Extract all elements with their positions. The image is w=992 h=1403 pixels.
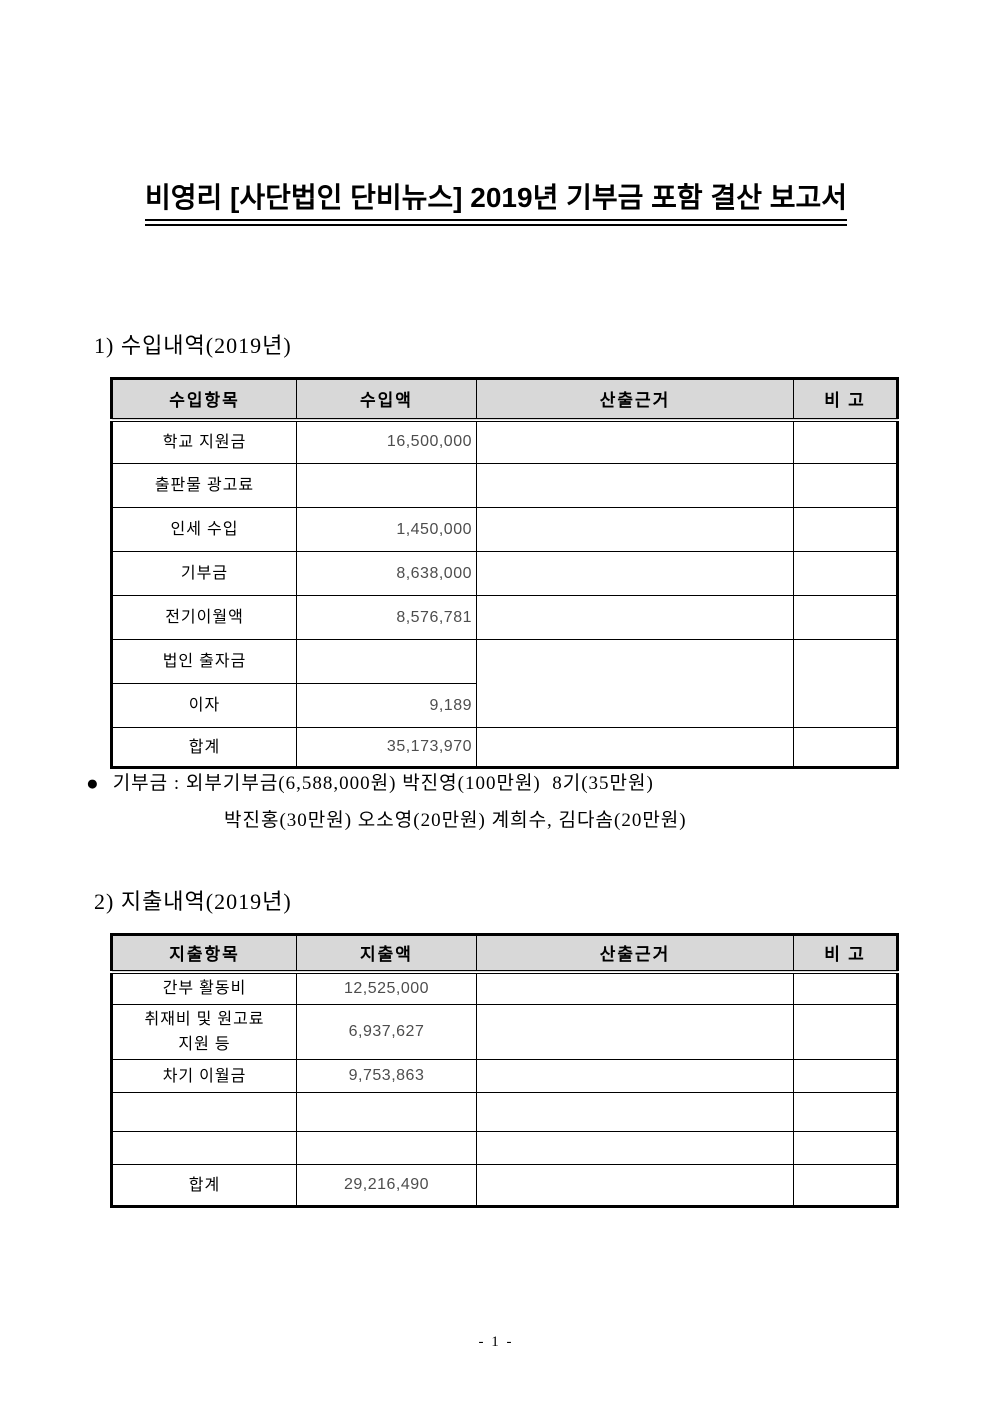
basis-cell xyxy=(476,419,794,464)
table-row: 간부 활동비 12,525,000 xyxy=(111,971,898,1005)
column-header: 비 고 xyxy=(793,378,898,422)
note-cell xyxy=(793,419,898,464)
note-cell xyxy=(793,971,898,1005)
income-table-body: 학교 지원금 16,500,000 출판물 광고료 인세 수입 1,450,000 기부금… xyxy=(111,419,898,768)
basis-cell xyxy=(476,971,794,1005)
amount-cell: 35,173,970 xyxy=(296,727,477,768)
item-cell: 취재비 및 원고료 지원 등 xyxy=(111,1004,297,1060)
column-header: 수입액 xyxy=(296,378,477,422)
basis-cell xyxy=(476,551,794,596)
column-header: 지출항목 xyxy=(111,934,297,974)
note-cell xyxy=(793,639,898,728)
table-row: 이자 9,189 xyxy=(111,683,898,728)
basis-cell xyxy=(476,463,794,508)
income-table-header: 수입항목 수입액 산출근거 비 고 xyxy=(111,378,898,422)
item-cell: 차기 이월금 xyxy=(111,1059,297,1093)
table-row: 출판물 광고료 xyxy=(111,463,898,508)
header-row: 지출항목 지출액 산출근거 비 고 xyxy=(111,934,898,974)
donation-note-line1: 기부금 : 외부기부금(6,588,000원) 박진영(100만원) 8기(35… xyxy=(112,773,654,794)
amount-cell xyxy=(296,463,477,508)
column-header: 산출근거 xyxy=(476,378,794,422)
note-cell xyxy=(793,727,898,768)
expense-table-body: 간부 활동비 12,525,000 취재비 및 원고료 지원 등 6,937,627 차기… xyxy=(111,971,898,1207)
note-cell xyxy=(793,1004,898,1060)
amount-cell: 16,500,000 xyxy=(296,419,477,464)
expense-table: 지출항목 지출액 산출근거 비 고 간부 활동비 12,525,000 취재비 및 원고료… xyxy=(110,933,899,1208)
table-row: 합계 35,173,970 xyxy=(111,727,898,768)
amount-cell: 6,937,627 xyxy=(296,1004,477,1060)
document-title: 비영리 [사단법인 단비뉴스] 2019년 기부금 포함 결산 보고서 xyxy=(144,176,848,226)
item-cell: 간부 활동비 xyxy=(111,971,297,1005)
item-cell: 이자 xyxy=(111,683,297,728)
title-row: 비영리 [사단법인 단비뉴스] 2019년 기부금 포함 결산 보고서 xyxy=(0,176,992,226)
table-row: 기부금 8,638,000 xyxy=(111,551,898,596)
amount-cell: 12,525,000 xyxy=(296,971,477,1005)
table-row: 인세 수입 1,450,000 xyxy=(111,507,898,552)
amount-cell: 29,216,490 xyxy=(296,1164,477,1207)
amount-cell xyxy=(296,1092,477,1132)
column-header: 산출근거 xyxy=(476,934,794,974)
table-row: 학교 지원금 16,500,000 xyxy=(111,419,898,464)
amount-cell: 9,189 xyxy=(296,683,477,728)
expense-table-header: 지출항목 지출액 산출근거 비 고 xyxy=(111,934,898,974)
basis-cell xyxy=(476,727,794,768)
table-row: 취재비 및 원고료 지원 등 6,937,627 xyxy=(111,1004,898,1060)
item-cell: 전기이월액 xyxy=(111,595,297,640)
note-cell xyxy=(793,1092,898,1132)
donation-note-line1-row: ● 기부금 : 외부기부금(6,588,000원) 박진영(100만원) 8기(3… xyxy=(86,770,687,797)
item-cell: 인세 수입 xyxy=(111,507,297,552)
amount-cell xyxy=(296,639,477,684)
item-cell: 출판물 광고료 xyxy=(111,463,297,508)
header-row: 수입항목 수입액 산출근거 비 고 xyxy=(111,378,898,422)
basis-cell xyxy=(476,1004,794,1060)
table-row xyxy=(111,1092,898,1132)
note-cell xyxy=(793,1131,898,1165)
note-cell xyxy=(793,595,898,640)
item-cell: 학교 지원금 xyxy=(111,419,297,464)
basis-cell xyxy=(476,507,794,552)
note-cell xyxy=(793,1059,898,1093)
expense-section-heading: 2) 지출내역(2019년) xyxy=(94,889,292,914)
item-cell: 합계 xyxy=(111,727,297,768)
item-cell xyxy=(111,1092,297,1132)
column-header: 비 고 xyxy=(793,934,898,974)
donation-note-line2: 박진홍(30만원) 오소영(20만원) 계희수, 김다솜(20만원) xyxy=(224,810,687,831)
note-cell xyxy=(793,463,898,508)
table-row: 법인 출자금 xyxy=(111,639,898,728)
note-cell xyxy=(793,551,898,596)
item-cell: 법인 출자금 xyxy=(111,639,297,684)
amount-cell: 8,576,781 xyxy=(296,595,477,640)
basis-cell xyxy=(476,1092,794,1132)
basis-cell xyxy=(476,1164,794,1207)
table-row: 전기이월액 8,576,781 xyxy=(111,595,898,640)
table-row: 차기 이월금 9,753,863 xyxy=(111,1059,898,1093)
item-cell xyxy=(111,1131,297,1165)
note-cell xyxy=(793,507,898,552)
basis-cell xyxy=(476,1131,794,1165)
page-number: - 1 - xyxy=(478,1334,514,1350)
item-cell: 합계 xyxy=(111,1164,297,1207)
amount-cell: 8,638,000 xyxy=(296,551,477,596)
amount-cell: 9,753,863 xyxy=(296,1059,477,1093)
basis-cell xyxy=(476,595,794,640)
table-row: 합계 29,216,490 xyxy=(111,1164,898,1207)
basis-cell xyxy=(476,639,794,728)
column-header: 수입항목 xyxy=(111,378,297,422)
column-header: 지출액 xyxy=(296,934,477,974)
table-row xyxy=(111,1131,898,1165)
donation-note: ● 기부금 : 외부기부금(6,588,000원) 박진영(100만원) 8기(3… xyxy=(86,770,687,834)
bullet-icon: ● xyxy=(86,771,100,795)
income-section-heading: 1) 수입내역(2019년) xyxy=(94,333,292,358)
item-cell: 기부금 xyxy=(111,551,297,596)
income-table: 수입항목 수입액 산출근거 비 고 학교 지원금 16,500,000 출판물 광고료 인세… xyxy=(110,377,899,769)
basis-cell xyxy=(476,1059,794,1093)
amount-cell: 1,450,000 xyxy=(296,507,477,552)
note-cell xyxy=(793,1164,898,1207)
amount-cell xyxy=(296,1131,477,1165)
